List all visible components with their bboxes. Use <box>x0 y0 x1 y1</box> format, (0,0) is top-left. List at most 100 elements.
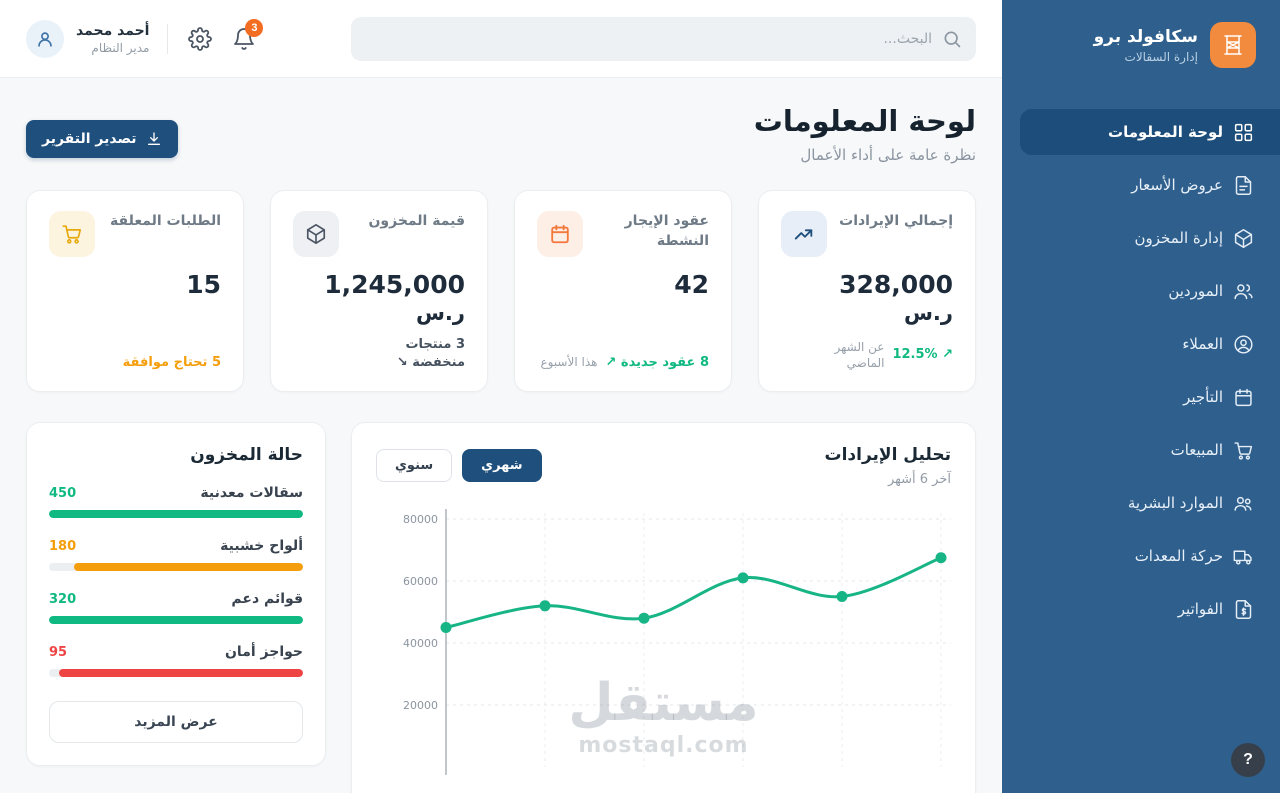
inventory-count: 320 <box>49 591 77 607</box>
stats-grid: إجمالي الإيرادات 328,000 ر.س ↗ 12.5% عن … <box>26 190 976 393</box>
page-header: لوحة المعلومات نظرة عامة على أداء الأعما… <box>26 104 976 164</box>
stat-title: قيمة المخزون <box>368 213 465 229</box>
stat-note: هذا الأسبوع <box>540 355 598 370</box>
inventory-item-wooden-boards: ألواح خشبية 180 <box>49 538 303 572</box>
search-icon <box>942 29 962 49</box>
toggle-monthly-button[interactable]: شهري <box>462 449 542 483</box>
user-name: أحمد محمد <box>76 22 150 39</box>
app-tagline: إدارة السقالات <box>1124 49 1198 64</box>
stat-title: الطلبات المعلقة <box>110 213 221 229</box>
stat-change: 5 تحتاج موافقة <box>122 354 221 370</box>
sidebar-item-label: لوحة المعلومات <box>1108 123 1223 141</box>
inventory-count: 450 <box>49 485 77 501</box>
inventory-label: سقالات معدنية <box>200 485 303 502</box>
stat-card-pending-orders: الطلبات المعلقة 15 5 تحتاج موافقة <box>26 190 244 393</box>
cart-icon <box>49 211 95 257</box>
stat-currency: ر.س <box>903 301 953 325</box>
invoices-icon <box>1233 599 1254 620</box>
sidebar-menu: لوحة المعلومات عروض الأسعار إدارة المخزو… <box>1002 88 1280 632</box>
package-icon <box>293 211 339 257</box>
sidebar-item-dashboard[interactable]: لوحة المعلومات <box>1020 109 1280 155</box>
notifications-badge: 3 <box>245 18 264 37</box>
page-title: لوحة المعلومات <box>753 104 976 138</box>
sidebar-item-sales[interactable]: المبيعات <box>1020 427 1280 473</box>
price-quotes-icon <box>1233 175 1254 196</box>
trend-up-icon <box>781 211 827 257</box>
svg-text:40000: 40000 <box>403 637 438 650</box>
progress-fill <box>49 510 303 519</box>
sidebar-item-label: التأجير <box>1183 388 1223 406</box>
toggle-yearly-button[interactable]: سنوي <box>376 449 453 483</box>
stat-value: 328,000 <box>839 270 953 299</box>
calendar-icon <box>537 211 583 257</box>
revenue-chart-subtitle: آخر 6 أشهر <box>887 472 951 488</box>
revenue-chart-svg: 80000 60000 40000 20000 <box>403 509 951 776</box>
sidebar-item-suppliers[interactable]: الموردين <box>1020 268 1280 314</box>
inventory-box-icon <box>1233 228 1254 249</box>
inventory-item-metal-scaffolds: سقالات معدنية 450 <box>49 485 303 519</box>
gear-icon <box>186 26 213 51</box>
inventory-card-title: حالة المخزون <box>190 445 303 466</box>
stat-card-total-revenue: إجمالي الإيرادات 328,000 ر.س ↗ 12.5% عن … <box>758 190 976 393</box>
sidebar-item-label: حركة المعدات <box>1134 547 1223 565</box>
sidebar-item-invoices[interactable]: الفواتير <box>1020 586 1280 632</box>
search-input[interactable] <box>351 16 976 61</box>
page-subtitle: نظرة عامة على أداء الأعمال <box>800 146 976 164</box>
stat-change: 8 عقود جديدة ↗ <box>605 354 709 370</box>
stat-change: 3 منتجات منخفضة ↘ <box>396 337 465 370</box>
download-icon <box>146 131 162 147</box>
stat-value: 15 <box>186 270 221 299</box>
inventory-label: ألواح خشبية <box>220 538 303 555</box>
svg-text:80000: 80000 <box>403 513 438 526</box>
stat-change: ↗ 12.5% <box>892 347 953 363</box>
suppliers-icon <box>1233 281 1254 302</box>
clients-icon <box>1233 334 1254 355</box>
sidebar-item-rental[interactable]: التأجير <box>1020 374 1280 420</box>
export-report-label: تصدير التقرير <box>42 131 137 147</box>
user-role: مدير النظام <box>91 40 150 55</box>
app-name: سكافولد برو <box>1093 26 1198 47</box>
stat-currency: ر.س <box>415 301 465 325</box>
sidebar-item-quotes[interactable]: عروض الأسعار <box>1020 162 1280 208</box>
topbar: 3 أحمد محمد مدير النظام <box>0 0 1002 78</box>
show-more-button[interactable]: عرض المزيد <box>49 701 303 744</box>
stat-card-inventory-value: قيمة المخزون 1,245,000 ر.س 3 منتجات منخف… <box>270 190 488 393</box>
stat-title: عقود الإيجار النشطة <box>624 213 709 250</box>
settings-button[interactable] <box>186 26 213 52</box>
sidebar: سكافولد برو إدارة السقالات لوحة المعلوما… <box>1002 0 1280 793</box>
inventory-item-safety-barriers: حواجز أمان 95 <box>49 644 303 678</box>
sidebar-item-clients[interactable]: العملاء <box>1020 321 1280 367</box>
rental-calendar-icon <box>1233 387 1254 408</box>
inventory-count: 95 <box>49 644 68 660</box>
sidebar-item-hr[interactable]: الموارد البشرية <box>1020 480 1280 526</box>
equipment-truck-icon <box>1233 546 1254 567</box>
stat-value: 1,245,000 <box>324 270 465 299</box>
sidebar-item-label: المبيعات <box>1170 441 1223 459</box>
progress-bar <box>49 669 303 678</box>
help-button[interactable]: ? <box>1231 743 1265 777</box>
progress-bar <box>49 563 303 572</box>
sidebar-item-label: عروض الأسعار <box>1131 176 1223 194</box>
sidebar-item-label: الموردين <box>1168 282 1223 300</box>
topbar-divider <box>167 23 169 54</box>
search <box>351 16 976 61</box>
progress-fill <box>49 616 303 625</box>
inventory-count: 180 <box>49 538 77 554</box>
sidebar-item-label: إدارة المخزون <box>1134 229 1223 247</box>
sidebar-item-inventory[interactable]: إدارة المخزون <box>1020 215 1280 261</box>
progress-bar <box>49 510 303 519</box>
app-logo: سكافولد برو إدارة السقالات <box>1002 0 1280 88</box>
revenue-line-chart: 80000 60000 40000 20000 <box>376 503 951 781</box>
export-report-button[interactable]: تصدير التقرير <box>26 120 178 158</box>
notifications-button[interactable]: 3 <box>230 18 264 52</box>
progress-fill <box>74 563 303 572</box>
sales-cart-icon <box>1233 440 1254 461</box>
bell-icon <box>230 27 256 51</box>
sidebar-item-label: الفواتير <box>1177 600 1223 618</box>
user-menu[interactable]: أحمد محمد مدير النظام <box>26 19 150 58</box>
svg-text:20000: 20000 <box>403 699 438 712</box>
inventory-status-card: حالة المخزون سقالات معدنية 450 ألواح خشب… <box>26 422 326 767</box>
user-avatar[interactable] <box>26 19 64 58</box>
stat-note: عن الشهر الماضي <box>834 339 885 371</box>
sidebar-item-equipment[interactable]: حركة المعدات <box>1020 533 1280 579</box>
